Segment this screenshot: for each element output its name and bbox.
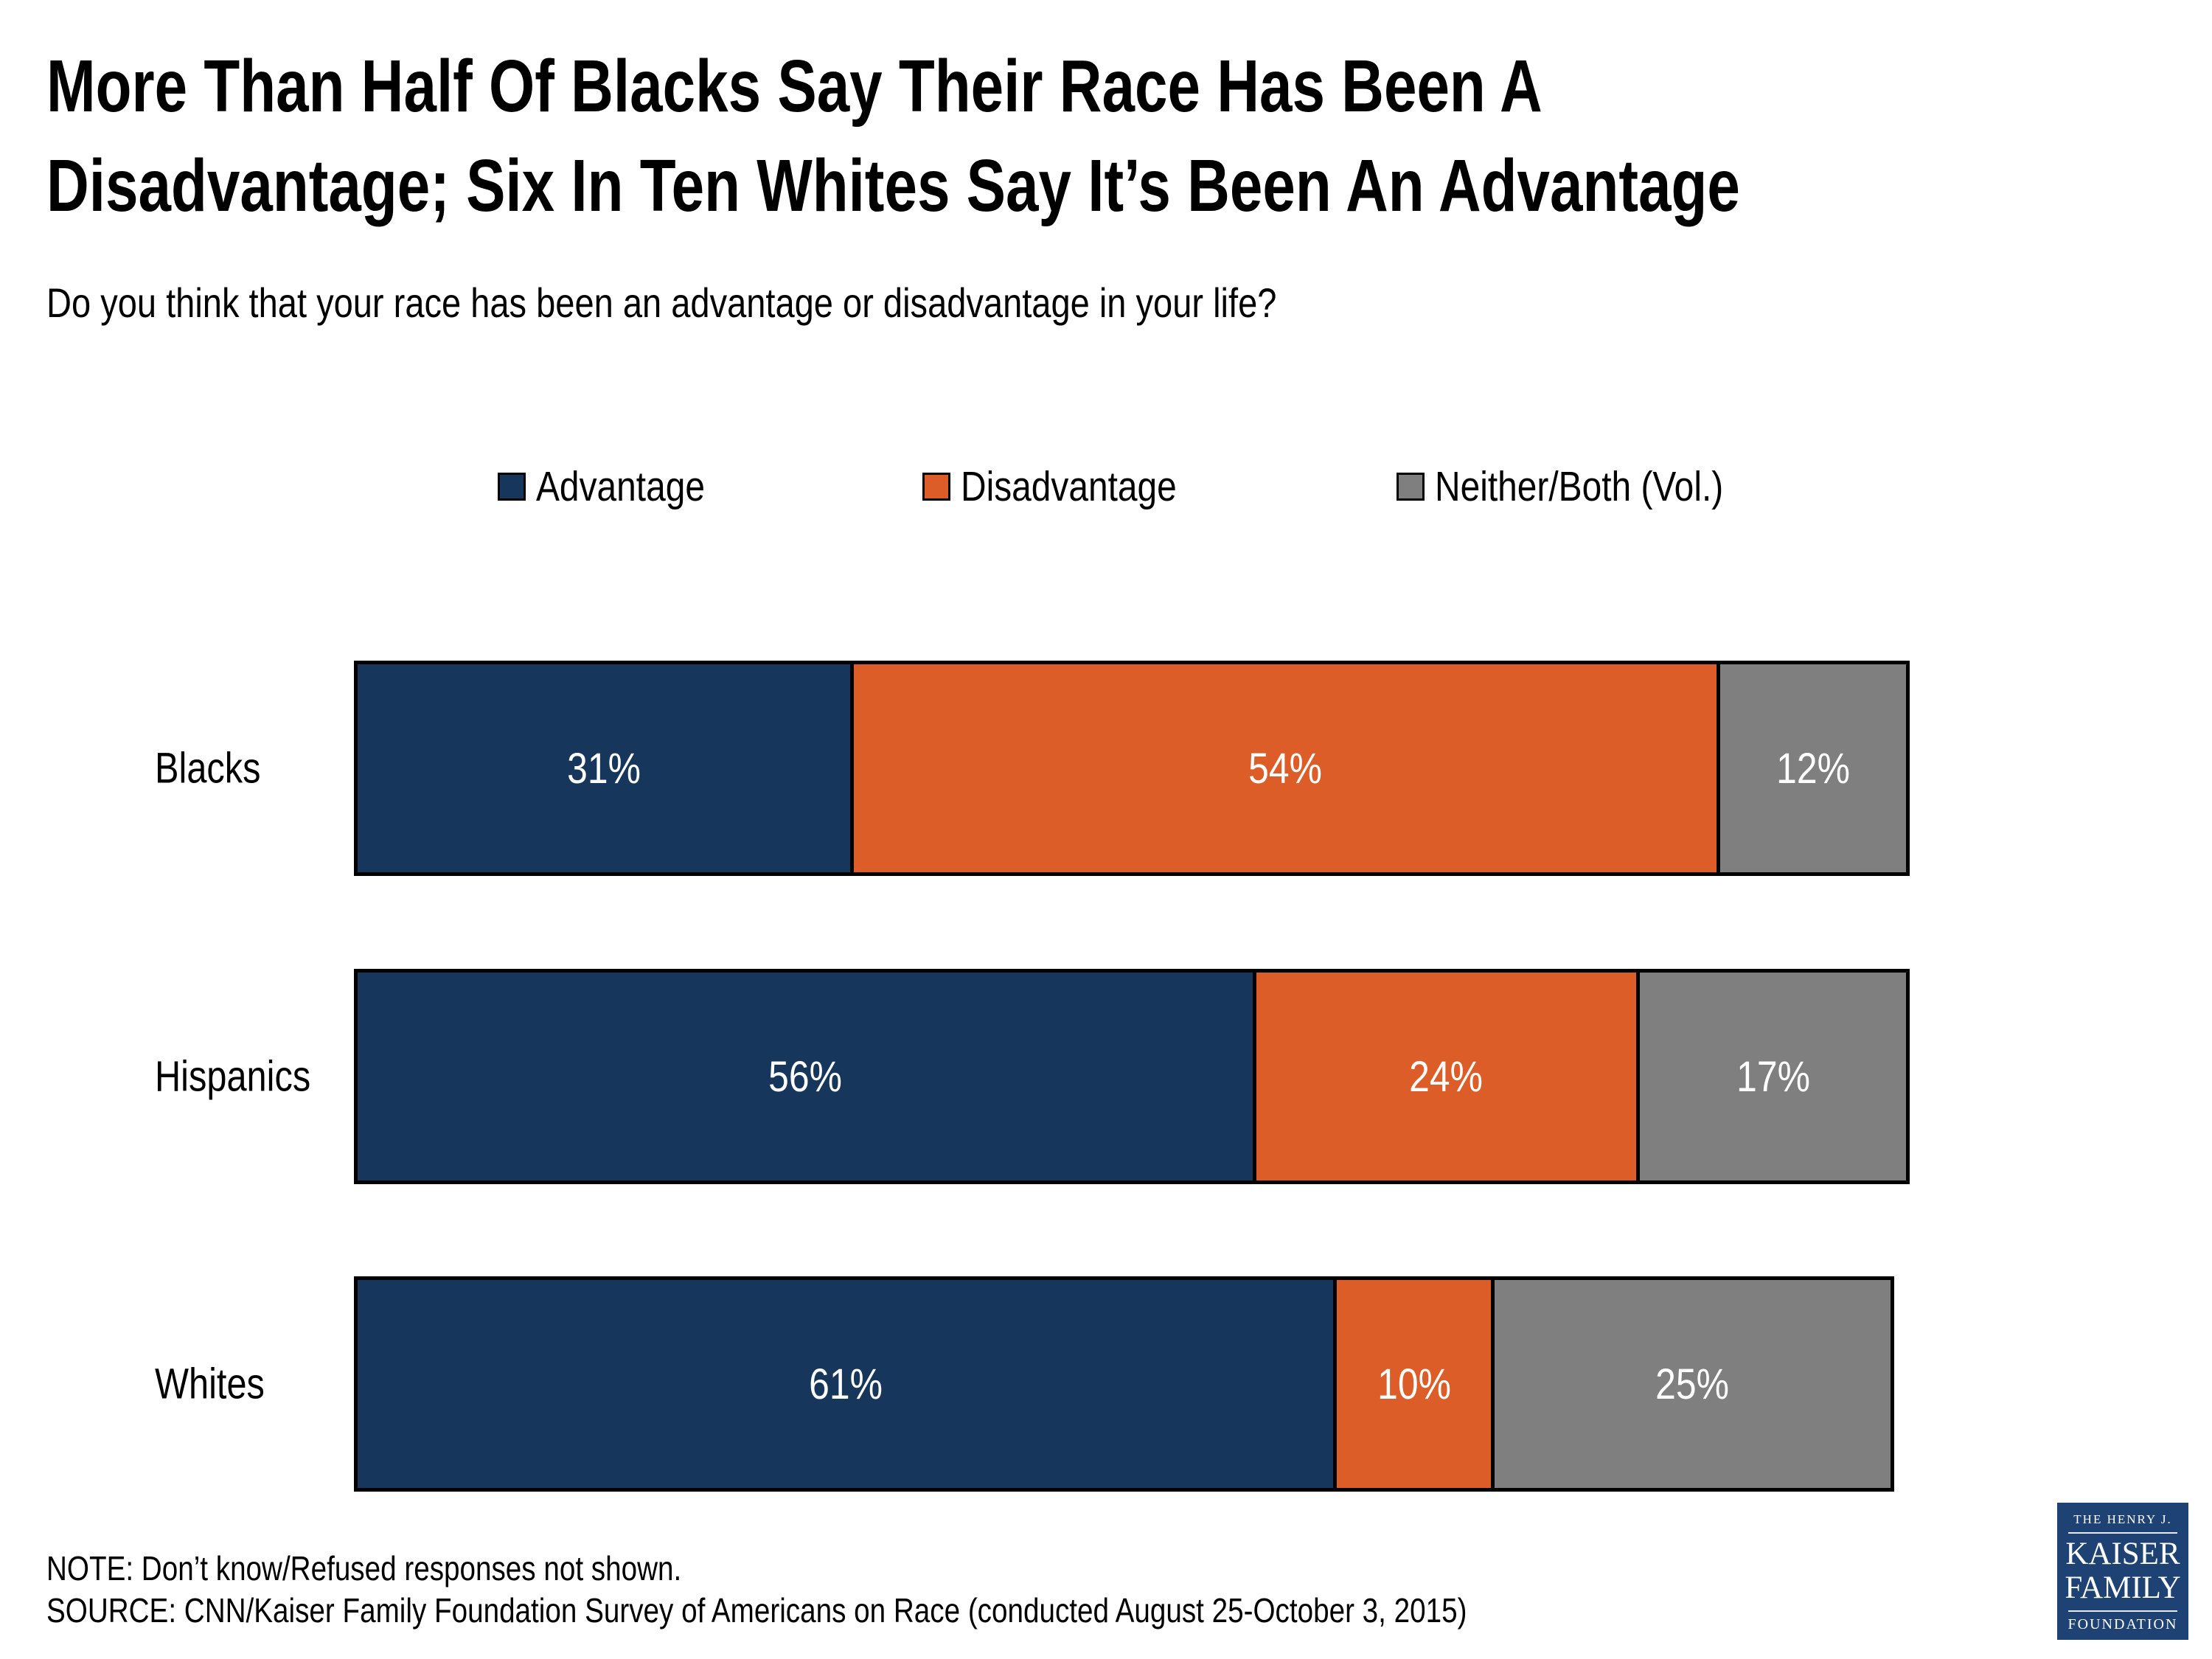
bar-segment-advantage: 56% <box>354 969 1257 1184</box>
legend-item-neither: Neither/Both (Vol.) <box>1397 462 1778 511</box>
note-text: NOTE: Don’t know/Refused responses not s… <box>46 1549 682 1587</box>
kff-logo-line-kaiser: KAISER <box>2065 1537 2180 1571</box>
category-label-whites: Whites <box>155 1360 265 1408</box>
bar-value-label: 10% <box>1377 1360 1451 1408</box>
chart-footnotes: NOTE: Don’t know/Refused responses not s… <box>46 1548 1737 1632</box>
kff-logo-line-henry-j: THE HENRY J. <box>2073 1512 2172 1526</box>
category-label-blacks: Blacks <box>155 744 261 793</box>
kff-logo-rule-bottom <box>2068 1610 2177 1612</box>
bar-segment-neither: 12% <box>1717 661 1910 876</box>
stacked-bar-whites: 61% 10% 25% <box>354 1276 1966 1492</box>
bar-value-label: 54% <box>1248 744 1322 793</box>
chart-subtitle: Do you think that your race has been an … <box>46 279 1277 326</box>
legend-swatch-neither <box>1397 473 1425 501</box>
bar-segment-disadvantage: 10% <box>1333 1276 1495 1492</box>
stacked-bar-chart: Blacks 31% 54% 12% Hispanics 56% 24% 17% Whi… <box>155 661 1966 1494</box>
bar-value-label: 12% <box>1776 744 1851 793</box>
legend-label: Neither/Both (Vol.) <box>1435 463 1724 510</box>
bar-segment-neither: 25% <box>1491 1276 1894 1492</box>
legend-item-disadvantage: Disadvantage <box>922 462 1218 511</box>
source-text: SOURCE: CNN/Kaiser Family Foundation Sur… <box>46 1591 1467 1630</box>
page-title: More Than Half Of Blacks Say Their Race … <box>46 37 2163 236</box>
bar-value-label: 56% <box>768 1052 842 1101</box>
page-title-line-2: Disadvantage; Six In Ten Whites Say It’s… <box>46 145 1740 227</box>
bar-value-label: 24% <box>1409 1052 1484 1101</box>
bar-row-hispanics: Hispanics 56% 24% 17% <box>155 969 1966 1184</box>
kff-logo-line-foundation: FOUNDATION <box>2067 1616 2178 1632</box>
legend-label: Advantage <box>536 463 705 510</box>
bar-segment-neither: 17% <box>1635 969 1910 1184</box>
page-title-line-1: More Than Half Of Blacks Say Their Race … <box>46 45 1543 128</box>
bar-segment-advantage: 61% <box>354 1276 1338 1492</box>
stacked-bar-blacks: 31% 54% 12% <box>354 661 1966 876</box>
bar-value-label: 25% <box>1655 1360 1730 1408</box>
bar-segment-advantage: 31% <box>354 661 854 876</box>
bar-row-blacks: Blacks 31% 54% 12% <box>155 661 1966 876</box>
legend-swatch-advantage <box>498 473 526 501</box>
stacked-bar-hispanics: 56% 24% 17% <box>354 969 1966 1184</box>
kff-logo-line-family: FAMILY <box>2065 1571 2181 1605</box>
legend-item-advantage: Advantage <box>498 462 737 511</box>
bar-value-label: 17% <box>1736 1052 1810 1101</box>
kff-logo-rule-top <box>2068 1532 2177 1534</box>
legend-swatch-disadvantage <box>922 473 950 501</box>
legend-label: Disadvantage <box>961 463 1177 510</box>
bar-row-whites: Whites 61% 10% 25% <box>155 1276 1966 1492</box>
bar-segment-disadvantage: 54% <box>849 661 1721 876</box>
kff-logo: THE HENRY J. KAISER FAMILY FOUNDATION <box>2057 1503 2188 1640</box>
bar-value-label: 31% <box>566 744 641 793</box>
category-label-hispanics: Hispanics <box>155 1052 311 1101</box>
bar-segment-disadvantage: 24% <box>1253 969 1640 1184</box>
bar-value-label: 61% <box>808 1360 883 1408</box>
